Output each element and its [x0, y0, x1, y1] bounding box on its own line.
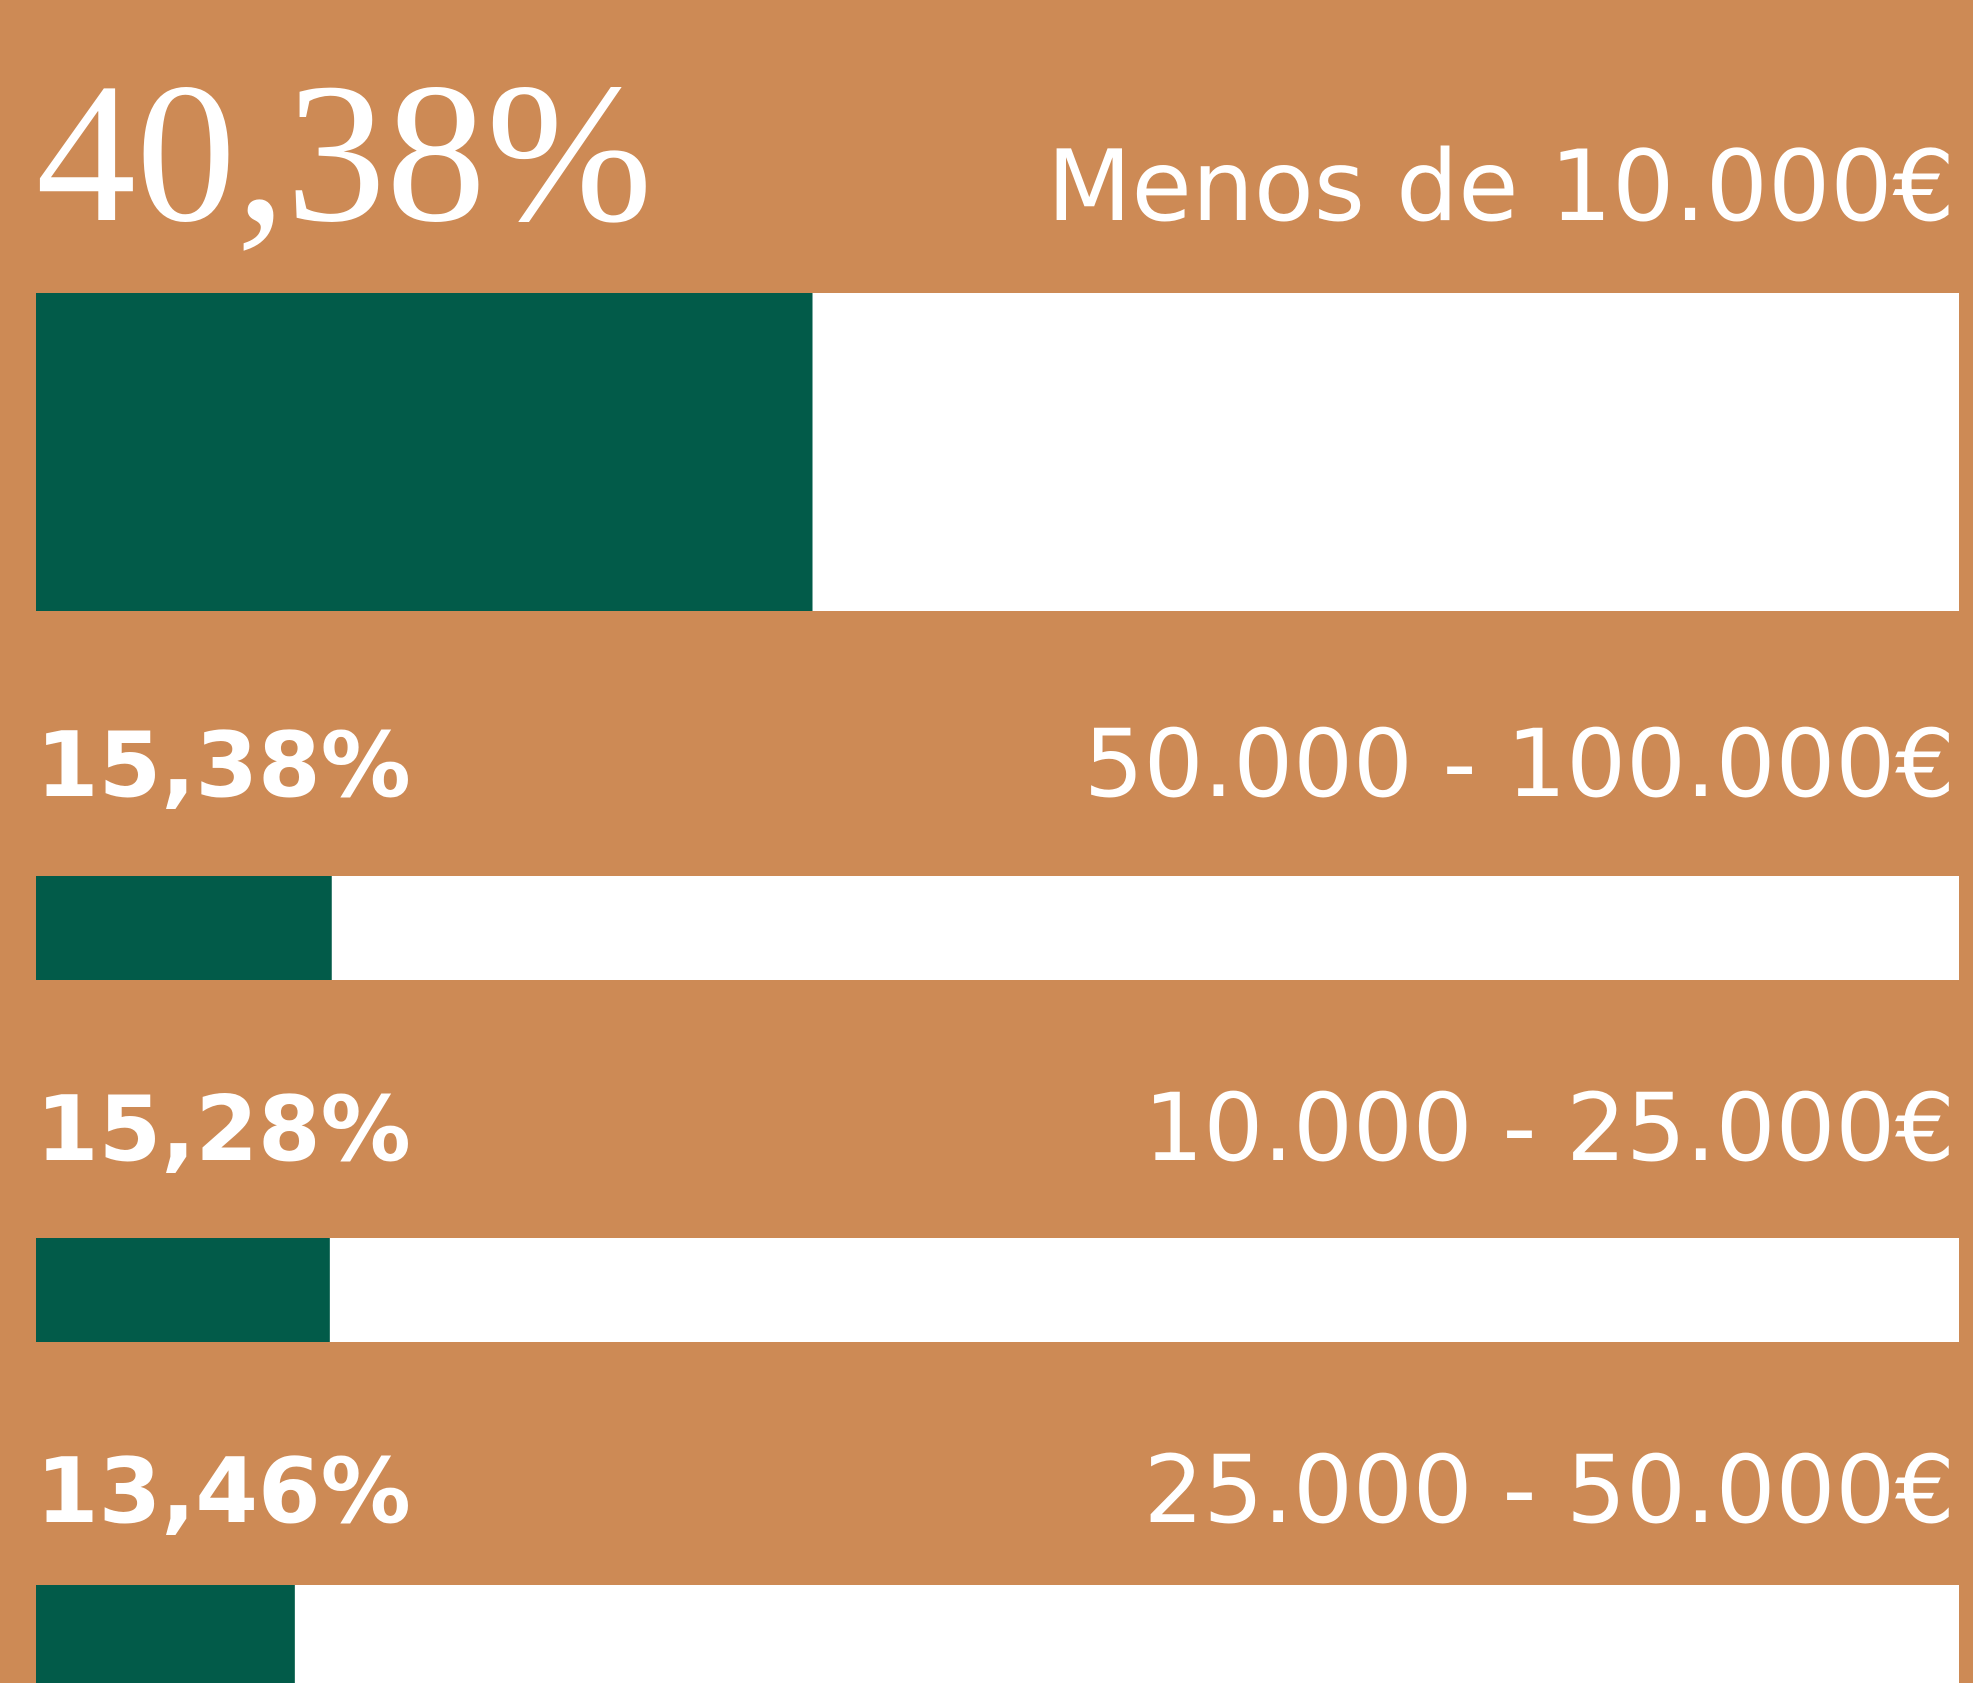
value-label: 15,38% [36, 713, 411, 818]
bar-track [36, 876, 1959, 980]
category-label: Menos de 10.000€ [1047, 130, 1955, 244]
bar [36, 1585, 295, 1683]
category-label: 10.000 - 25.000€ [1144, 1074, 1955, 1183]
bar [36, 1238, 330, 1342]
bar [36, 876, 332, 980]
bar-track [36, 1238, 1959, 1342]
category-label: 50.000 - 100.000€ [1084, 710, 1955, 819]
value-label: 15,28% [36, 1077, 411, 1182]
category-label: 25.000 - 50.000€ [1144, 1436, 1955, 1545]
value-label: 13,46% [36, 1439, 411, 1544]
bar-track [36, 1585, 1959, 1683]
bar [36, 293, 813, 611]
value-label: 40,38% [36, 43, 653, 264]
